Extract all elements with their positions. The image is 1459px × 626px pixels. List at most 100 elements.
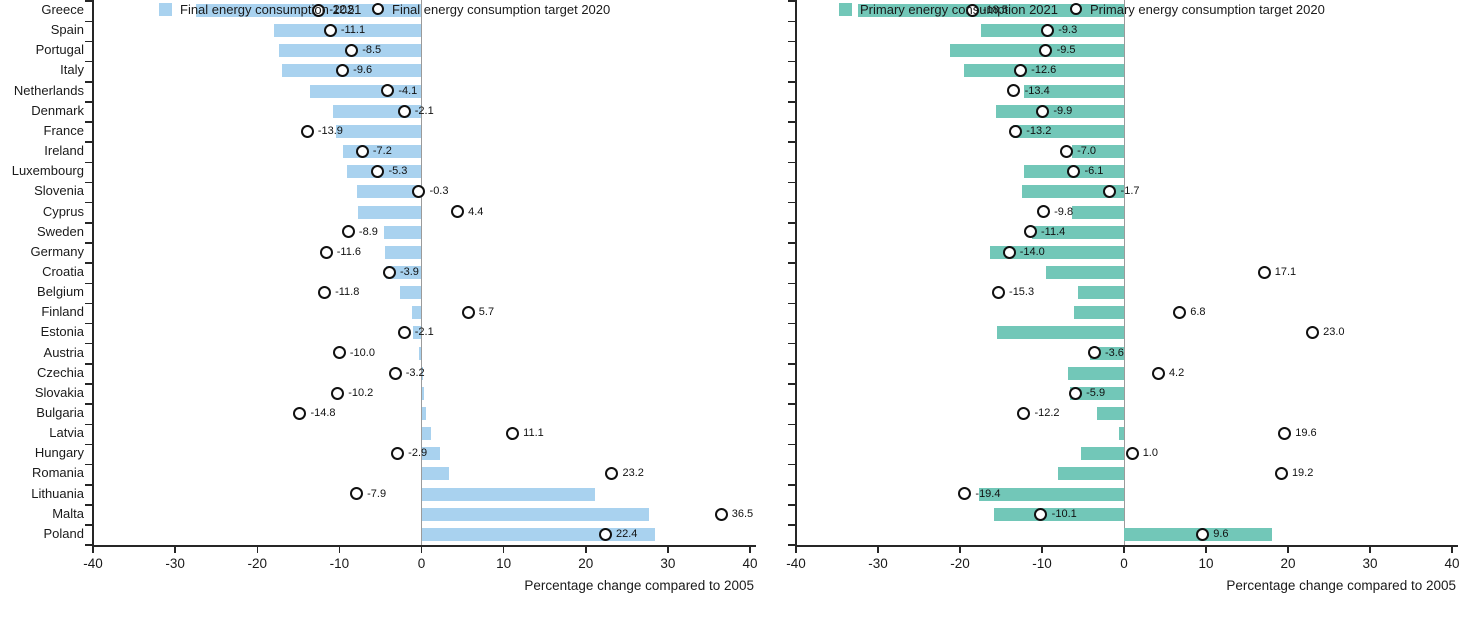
x-axis-tick	[585, 546, 587, 553]
bar-poland	[421, 527, 655, 541]
country-label: Spain	[50, 22, 84, 38]
target-marker-france	[300, 124, 314, 138]
target-marker-poland	[1196, 527, 1210, 541]
y-axis-tick	[85, 504, 92, 506]
y-axis-tick	[788, 81, 795, 83]
y-axis-tick	[85, 161, 92, 164]
y-axis-tick	[85, 101, 92, 103]
target-value-label: -9.5	[1056, 44, 1076, 57]
bar-greece	[857, 4, 1124, 17]
y-axis-tick	[85, 342, 92, 345]
country-label: Greece	[41, 2, 84, 17]
target-marker-ireland	[355, 144, 369, 158]
target-value-label: -14.8	[310, 407, 336, 419]
legend-label-primary-target-2020: Primary energy consumption target 2020	[1090, 2, 1325, 17]
bar-finland	[1073, 306, 1124, 320]
target-marker-finland	[461, 306, 475, 320]
bar-czechia	[421, 366, 423, 380]
x-axis-tick	[256, 546, 258, 553]
target-value-label: -18.5	[982, 4, 1008, 16]
bar-bulgaria	[1096, 407, 1124, 420]
country-label: Belgium	[37, 284, 84, 300]
y-axis-tick	[788, 121, 795, 123]
y-axis-tick	[788, 161, 795, 164]
zero-gridline	[1123, 0, 1125, 545]
x-axis-tick	[1369, 546, 1371, 553]
target-marker-poland	[598, 527, 612, 541]
x-tick-label: 30	[660, 556, 676, 571]
y-axis-tick	[85, 60, 92, 63]
x-axis-tick	[1123, 546, 1125, 553]
country-label: Denmark	[31, 102, 84, 118]
target-value-label: 4.2	[1168, 366, 1185, 379]
x-axis-tick	[749, 546, 751, 553]
country-label: Latvia	[49, 425, 84, 441]
x-axis-line	[92, 545, 756, 547]
target-marker-spain	[323, 23, 337, 37]
target-value-label: -12.2	[1034, 407, 1060, 419]
target-marker-romania	[605, 467, 619, 481]
target-marker-italy	[1013, 64, 1027, 78]
x-axis-line	[795, 545, 1458, 547]
y-axis-tick	[85, 141, 92, 143]
bar-portugal	[950, 44, 1124, 58]
y-axis-tick	[788, 443, 795, 446]
target-marker-germany	[319, 245, 333, 259]
final-2021-swatch-icon	[159, 3, 172, 16]
bar-netherlands	[1023, 84, 1124, 98]
target-value-label: 23.0	[1323, 326, 1345, 339]
target-value-label: -2.1	[414, 326, 434, 339]
x-tick-label: -40	[786, 556, 806, 571]
target-marker-czechia	[388, 366, 402, 380]
primary-target-marker-icon	[1070, 3, 1082, 15]
target-marker-latvia	[1278, 426, 1292, 440]
bar-slovakia	[421, 386, 424, 400]
bar-slovenia	[1021, 185, 1124, 199]
target-value-label: -7.9	[367, 487, 387, 500]
country-label: Finland	[41, 304, 84, 320]
y-axis-tick	[85, 383, 92, 385]
target-value-label: -11.4	[1041, 225, 1066, 238]
target-marker-estonia	[397, 326, 411, 340]
y-axis-tick	[85, 242, 92, 244]
x-axis-title: Percentage change compared to 2005	[1226, 578, 1456, 593]
target-value-label: 19.2	[1291, 467, 1314, 480]
bar-hungary	[1081, 447, 1124, 461]
y-axis-tick	[85, 302, 92, 305]
country-label: Hungary	[34, 445, 84, 461]
x-tick-label: 0	[417, 556, 426, 571]
x-tick-label: 10	[496, 556, 512, 571]
x-tick-label: 30	[1362, 556, 1378, 571]
target-value-label: -4.1	[398, 84, 418, 97]
y-axis-tick	[788, 222, 795, 224]
bar-greece	[196, 4, 422, 17]
target-marker-latvia	[505, 426, 519, 440]
bar-malta	[993, 507, 1124, 521]
target-value-label: 36.5	[731, 507, 754, 520]
y-axis-tick	[85, 262, 92, 264]
target-marker-austria	[332, 346, 346, 360]
bar-austria	[419, 346, 422, 360]
target-marker-croatia	[382, 265, 396, 279]
target-value-label: 11.1	[523, 427, 544, 440]
y-axis-tick	[788, 242, 795, 244]
y-axis-tick	[788, 342, 795, 345]
zero-gridline	[421, 0, 422, 545]
country-label: Luxembourg	[11, 163, 84, 179]
target-value-label: -3.9	[399, 265, 419, 278]
target-marker-denmark	[1036, 104, 1050, 118]
x-tick-label: -10	[329, 556, 350, 571]
country-label: Austria	[43, 344, 84, 360]
target-marker-sweden	[341, 225, 355, 239]
target-marker-sweden	[1023, 225, 1037, 239]
target-marker-bulgaria	[293, 406, 307, 420]
target-marker-hungary	[390, 447, 404, 461]
target-value-label: -6.1	[1084, 165, 1104, 178]
x-tick-label: -40	[83, 556, 103, 571]
y-axis-tick	[85, 322, 92, 325]
target-marker-cyprus	[450, 205, 464, 219]
bar-lithuania	[978, 487, 1124, 501]
target-marker-netherlands	[1007, 84, 1021, 98]
target-marker-austria	[1087, 346, 1101, 360]
